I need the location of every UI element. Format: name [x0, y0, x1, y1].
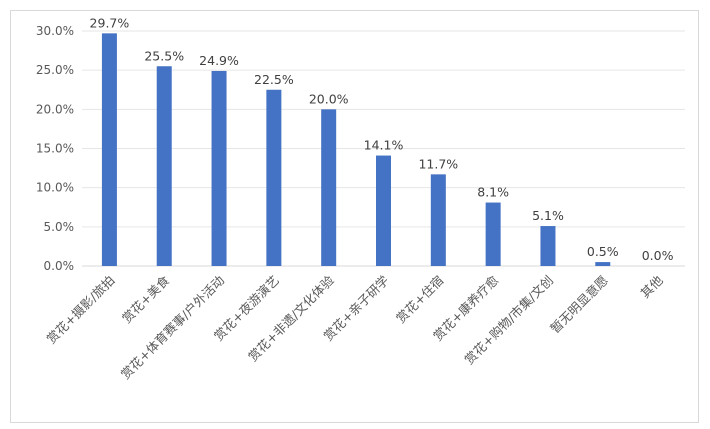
- x-tick-label: 赏花+住宿: [393, 273, 446, 326]
- data-label: 24.9%: [199, 53, 239, 68]
- y-tick-label: 15.0%: [36, 142, 74, 156]
- bar: [266, 89, 282, 266]
- bar: [430, 174, 446, 266]
- y-tick-label: 5.0%: [44, 220, 75, 234]
- data-label: 0.0%: [642, 248, 674, 263]
- bar: [376, 155, 391, 266]
- bar: [540, 226, 556, 266]
- bar: [211, 70, 227, 266]
- y-tick-label: 20.0%: [36, 102, 74, 116]
- bar: [595, 262, 611, 266]
- data-label: 22.5%: [254, 72, 294, 87]
- y-tick-label: 25.0%: [36, 63, 74, 77]
- x-tick-label: 其他: [637, 272, 666, 301]
- data-label: 25.5%: [144, 48, 184, 63]
- chart-area: [10, 10, 699, 423]
- bar: [101, 33, 117, 266]
- x-tick-label: 赏花+摄影/旅拍: [44, 273, 118, 347]
- bar: [321, 109, 337, 266]
- bar: [485, 202, 501, 266]
- data-label: 0.5%: [587, 244, 619, 259]
- data-label: 5.1%: [532, 208, 564, 223]
- data-label: 14.1%: [364, 138, 404, 153]
- data-label: 20.0%: [309, 91, 349, 106]
- y-tick-label: 10.0%: [36, 181, 74, 195]
- data-label: 8.1%: [477, 185, 509, 200]
- x-tick-label: 赏花+体育赛事/户外活动: [118, 273, 227, 382]
- x-tick-label: 暂无明显意愿: [547, 273, 611, 337]
- data-label: 11.7%: [418, 156, 458, 171]
- bar: [156, 66, 172, 266]
- x-tick-label: 赏花+美食: [119, 272, 173, 326]
- y-tick-label: 0.0%: [44, 259, 75, 273]
- y-tick-label: 30.0%: [36, 24, 74, 38]
- data-label: 29.7%: [90, 15, 130, 30]
